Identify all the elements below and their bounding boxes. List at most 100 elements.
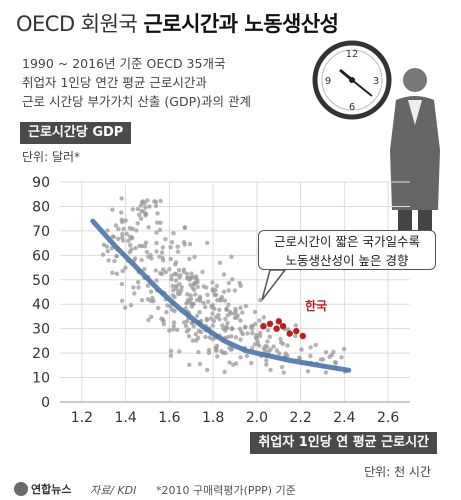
scatter-point (205, 367, 210, 373)
svg-text:6: 6 (349, 102, 355, 113)
scatter-point (264, 362, 269, 367)
scatter-point (285, 343, 290, 348)
svg-text:9: 9 (325, 76, 331, 87)
scatter-point (138, 216, 144, 221)
scatter-point (153, 268, 158, 273)
scatter-point (123, 265, 128, 270)
logo-text: 연합뉴스 (31, 483, 72, 496)
scatter-point (127, 226, 132, 231)
scatter-point (170, 283, 175, 289)
scatter-point (184, 271, 190, 277)
scatter-point (110, 270, 115, 275)
x-tick-label: 2.4 (333, 410, 355, 426)
y-tick-label: 40 (32, 297, 50, 313)
scatter-point (154, 240, 159, 246)
scatter-point (194, 338, 199, 343)
scatter-point (224, 306, 229, 311)
scatter-point (277, 351, 282, 356)
scatter-point (299, 347, 304, 352)
korea-point (266, 320, 274, 327)
scatter-point (210, 280, 215, 285)
scatter-point (323, 370, 329, 375)
subtitle: 1990 ~ 2016년 기준 OECD 35개국 취업자 1인당 연간 평균 … (22, 54, 251, 111)
scatter-point (169, 277, 174, 282)
scatter-point (221, 289, 227, 294)
scatter-point (114, 271, 120, 276)
scatter-point (244, 353, 250, 359)
scatter-point (271, 344, 276, 349)
scatter-point (333, 360, 339, 366)
scatter-point (154, 230, 159, 235)
scatter-point (133, 245, 138, 251)
scatter-point (136, 285, 141, 290)
scatter-point (184, 319, 190, 324)
callout-box: 근로시간이 짧은 국가일수록 노동생산성이 높은 경향 (258, 230, 436, 270)
scatter-point (220, 323, 225, 328)
scatter-point (225, 320, 230, 326)
scatter-point (139, 298, 145, 303)
scatter-point (104, 244, 110, 249)
scatter-point (143, 240, 149, 245)
scatter-point (268, 367, 273, 373)
scatter-point (219, 294, 225, 300)
x-tick-label: 2.6 (377, 410, 399, 426)
y-tick-label: 10 (32, 371, 50, 387)
scatter-point (238, 283, 243, 288)
scatter-point (123, 305, 128, 310)
korea-points (260, 318, 306, 340)
scatter-point (252, 342, 258, 347)
subtitle-line: 1990 ~ 2016년 기준 OECD 35개국 (22, 56, 226, 71)
scatter-point (119, 281, 125, 287)
scatter-point (238, 305, 243, 310)
scatter-point (280, 341, 286, 346)
x-tick-labels: 1.2 1.4 1.6 1.8 2.0 2.2 2.4 2.6 (71, 410, 400, 426)
scatter-point (267, 334, 272, 339)
scatter-point (168, 245, 173, 250)
scatter-point (233, 309, 238, 314)
scatter-point (128, 303, 134, 308)
scatter-point (210, 288, 215, 294)
scatter-point (139, 257, 144, 263)
scatter-point (131, 285, 136, 290)
korea-point (273, 325, 280, 332)
scatter-point (163, 237, 168, 242)
scatter-point (278, 336, 283, 342)
scatter-point (237, 326, 243, 331)
scatter-point (192, 254, 197, 260)
scatter-point (147, 204, 152, 209)
scatter-point (160, 255, 165, 261)
scatter-point (313, 342, 318, 348)
scatter-point (216, 312, 221, 318)
scatter-point (119, 217, 125, 222)
logo: 연합뉴스 (14, 481, 71, 497)
scatter-point (113, 223, 119, 228)
scatter-point (136, 280, 141, 285)
scatter-point (190, 285, 195, 290)
scatter-point (203, 334, 208, 340)
x-tick-label: 1.2 (71, 410, 93, 426)
scatter-point (156, 305, 161, 311)
scatter-point (159, 250, 165, 255)
scatter-point (179, 285, 184, 290)
scatter-point (265, 339, 270, 344)
scatter-point (164, 309, 169, 315)
scatter-point (341, 346, 347, 352)
scatter-point (279, 364, 285, 370)
scatter-point (168, 353, 174, 358)
x-axis-unit: 단위: 천 시간 (364, 465, 431, 479)
scatter-point (190, 274, 195, 280)
scatter-point (182, 225, 188, 230)
scatter-point (226, 302, 231, 307)
scatter-point (178, 273, 183, 278)
scatter-point (212, 306, 217, 311)
title-light: OECD 회원국 (16, 12, 138, 36)
scatter-point (116, 226, 121, 232)
scatter-point (100, 252, 106, 257)
scatter-point (281, 370, 286, 375)
scatter-point (160, 245, 166, 250)
scatter-point (204, 317, 210, 323)
scatter-point (154, 278, 159, 283)
scatter-point (152, 199, 157, 204)
scatter-point (142, 267, 147, 272)
scatter-point (160, 317, 166, 322)
